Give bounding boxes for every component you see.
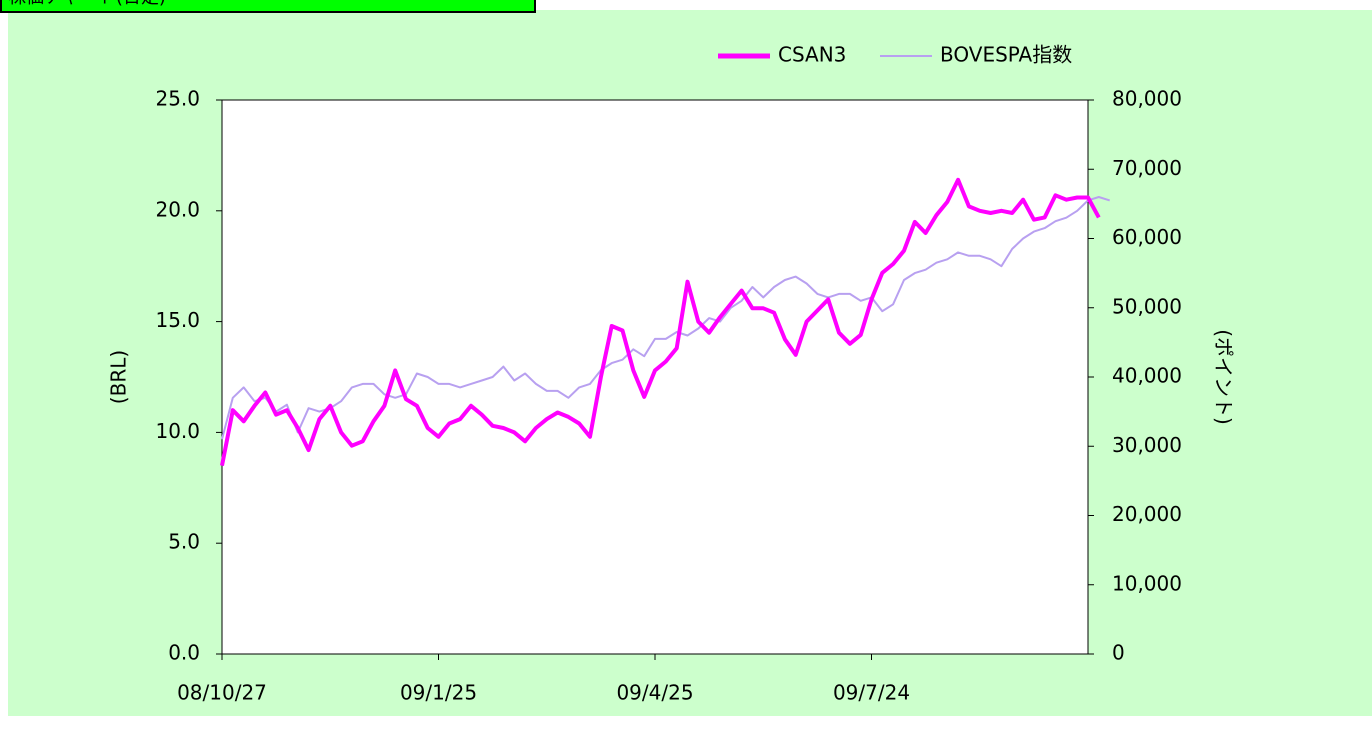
plot-area — [221, 99, 1089, 655]
y2-tick-label: 80,000 — [1112, 87, 1182, 111]
y2-tick-label: 70,000 — [1112, 156, 1182, 180]
series-line — [221, 196, 1110, 440]
legend-label: BOVESPA指数 — [940, 43, 1072, 67]
y2-tick-label: 10,000 — [1112, 571, 1182, 595]
chart-title: 株価チャート(日足) — [8, 0, 166, 8]
title-box — [0, 0, 536, 13]
series-line — [220, 177, 1101, 466]
x-tick-label: 09/4/25 — [616, 681, 693, 705]
y-axis-label: (BRL) — [107, 350, 131, 404]
x-tick-label: 08/10/27 — [177, 681, 267, 705]
y-tick-label: 15.0 — [155, 308, 200, 332]
y-tick-label: 25.0 — [155, 87, 200, 111]
y2-tick-label: 30,000 — [1112, 433, 1182, 457]
y-tick-label: 0.0 — [168, 641, 200, 665]
y2-tick-label: 50,000 — [1112, 294, 1182, 318]
legend-label: CSAN3 — [778, 43, 846, 67]
y2-tick-label: 0 — [1112, 641, 1125, 665]
y2-axis-label: (ポイント) — [1212, 329, 1236, 425]
y2-tick-label: 40,000 — [1112, 364, 1182, 388]
y-tick-label: 10.0 — [155, 419, 200, 443]
y-tick-label: 5.0 — [168, 530, 200, 554]
x-tick-label: 09/7/24 — [833, 681, 910, 705]
x-tick-label: 09/1/25 — [400, 681, 477, 705]
y2-tick-label: 60,000 — [1112, 225, 1182, 249]
y2-tick-label: 20,000 — [1112, 502, 1182, 526]
y-tick-label: 20.0 — [155, 197, 200, 221]
